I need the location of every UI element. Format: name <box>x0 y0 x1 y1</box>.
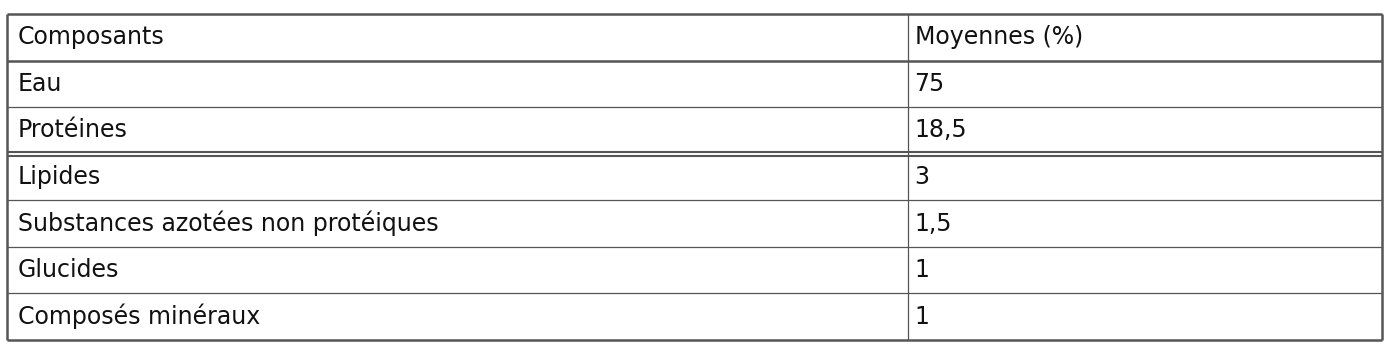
Text: 1,5: 1,5 <box>914 212 951 235</box>
Text: Lipides: Lipides <box>18 165 101 189</box>
Text: 1: 1 <box>914 304 929 329</box>
Text: Protéines: Protéines <box>18 119 128 142</box>
Text: Composés minéraux: Composés minéraux <box>18 304 260 329</box>
Text: Substances azotées non protéiques: Substances azotées non protéiques <box>18 211 439 236</box>
Text: 18,5: 18,5 <box>914 119 967 142</box>
Text: Moyennes (%): Moyennes (%) <box>914 25 1083 50</box>
Text: 75: 75 <box>914 72 945 96</box>
Text: Eau: Eau <box>18 72 63 96</box>
Text: Glucides: Glucides <box>18 258 119 282</box>
Text: 3: 3 <box>914 165 929 189</box>
Text: Composants: Composants <box>18 25 165 50</box>
Text: 1: 1 <box>914 258 929 282</box>
